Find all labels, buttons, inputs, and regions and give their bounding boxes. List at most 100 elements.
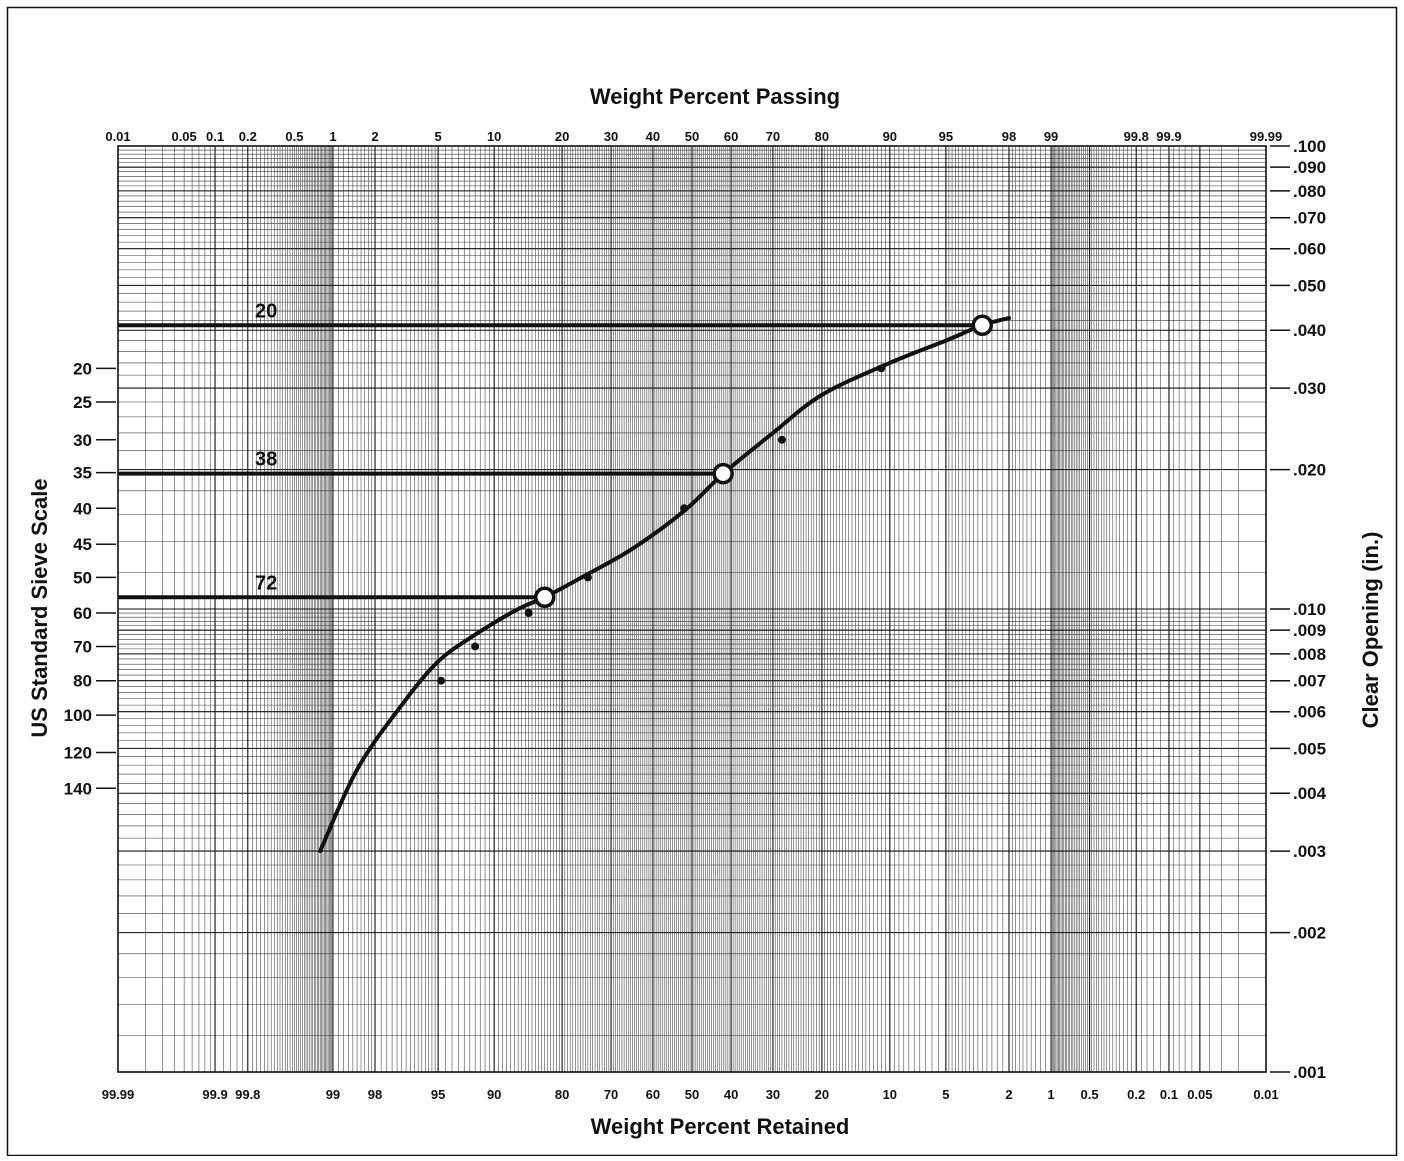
right-tick-label: .050 bbox=[1293, 276, 1326, 295]
data-point bbox=[777, 435, 786, 444]
plot-area-border bbox=[117, 145, 1267, 1073]
top-tick-label: 80 bbox=[815, 129, 829, 144]
bottom-tick-label: 50 bbox=[685, 1087, 699, 1102]
data-points bbox=[437, 364, 886, 685]
bottom-tick-label: 99.9 bbox=[202, 1087, 227, 1102]
data-point bbox=[471, 642, 480, 651]
top-tick-label: 50 bbox=[685, 129, 699, 144]
bottom-tick-label: 70 bbox=[604, 1087, 618, 1102]
left-tick-label: 70 bbox=[73, 637, 92, 656]
left-tick-label: 100 bbox=[64, 706, 92, 725]
right-tick-label: .040 bbox=[1293, 321, 1326, 340]
left-tick-label: 50 bbox=[73, 568, 92, 587]
left-tick-label: 20 bbox=[73, 359, 92, 378]
left-tick-label: 140 bbox=[64, 779, 92, 798]
bottom-tick-label: 0.01 bbox=[1253, 1087, 1278, 1102]
circled-points bbox=[533, 314, 994, 609]
top-tick-label: 90 bbox=[883, 129, 897, 144]
bottom-tick-label: 99 bbox=[326, 1087, 340, 1102]
right-tick-label: .100 bbox=[1293, 137, 1326, 156]
bottom-tick-label: 98 bbox=[368, 1087, 382, 1102]
right-tick-label: .008 bbox=[1293, 645, 1326, 664]
top-tick-label: 1 bbox=[329, 129, 336, 144]
right-tick-label: .009 bbox=[1293, 621, 1326, 640]
right-tick-label: .060 bbox=[1293, 240, 1326, 259]
top-tick-label: 60 bbox=[724, 129, 738, 144]
series-layer bbox=[318, 316, 1011, 854]
right-axis-ticks: .100 .090 .080 .070 .060 .050 .040 .030 .020 .010… bbox=[1270, 137, 1327, 1082]
left-axis-ticks: 20 25 30 35 40 45 50 60 70 80 100 120 140 bbox=[64, 359, 116, 798]
bottom-tick-label: 99.99 bbox=[102, 1087, 135, 1102]
right-tick-label: .005 bbox=[1293, 739, 1326, 758]
left-tick-label: 120 bbox=[64, 743, 92, 762]
bottom-axis-title: Weight Percent Retained bbox=[591, 1114, 850, 1139]
figure-border bbox=[6, 6, 1398, 1157]
bottom-tick-label: 1 bbox=[1047, 1087, 1054, 1102]
bottom-tick-label: 90 bbox=[487, 1087, 501, 1102]
major-gridlines bbox=[118, 146, 1266, 1072]
left-tick-label: 30 bbox=[73, 431, 92, 450]
top-tick-label: 30 bbox=[604, 129, 618, 144]
top-axis-ticks: 99.99 99.9 99.8 99 98 95 90 80 70 60 50 40 30 20 10 5 2 1… bbox=[105, 129, 1282, 144]
top-tick-label: 0.01 bbox=[105, 129, 130, 144]
top-tick-label: 2 bbox=[371, 129, 378, 144]
left-tick-label: 80 bbox=[73, 672, 92, 691]
top-tick-label: 0.2 bbox=[239, 129, 257, 144]
top-tick-label: 40 bbox=[646, 129, 660, 144]
left-tick-label: 35 bbox=[73, 464, 92, 483]
bottom-tick-label: 30 bbox=[766, 1087, 780, 1102]
top-tick-label: 99.9 bbox=[1156, 129, 1181, 144]
bottom-tick-label: 0.2 bbox=[1127, 1087, 1145, 1102]
right-tick-label: .004 bbox=[1293, 784, 1327, 803]
left-tick-label: 40 bbox=[73, 499, 92, 518]
left-tick-label: 60 bbox=[73, 604, 92, 623]
left-tick-label: 25 bbox=[73, 393, 92, 412]
bottom-tick-label: 0.05 bbox=[1187, 1087, 1212, 1102]
reference-line-label: 20 bbox=[255, 300, 277, 322]
bottom-tick-label: 20 bbox=[815, 1087, 829, 1102]
bottom-tick-label: 60 bbox=[646, 1087, 660, 1102]
top-tick-label: 95 bbox=[939, 129, 953, 144]
bottom-tick-label: 0.5 bbox=[1081, 1087, 1099, 1102]
bottom-tick-label: 10 bbox=[883, 1087, 897, 1102]
bottom-tick-label: 2 bbox=[1005, 1087, 1012, 1102]
reference-line-label: 38 bbox=[255, 449, 277, 471]
data-point bbox=[583, 573, 592, 582]
bottom-axis-ticks: 0.01 0.05 0.1 0.2 0.5 1 2 5 10 20 30 40 50 60 70 80 90 95… bbox=[102, 1087, 1279, 1102]
bottom-tick-label: 95 bbox=[431, 1087, 445, 1102]
right-tick-label: .003 bbox=[1293, 842, 1326, 861]
right-tick-label: .070 bbox=[1293, 209, 1326, 228]
circled-point bbox=[971, 314, 994, 337]
data-point bbox=[524, 609, 533, 618]
top-axis-title: Weight Percent Passing bbox=[590, 84, 840, 109]
reference-line-label: 72 bbox=[255, 572, 277, 594]
distribution-curve bbox=[318, 316, 1011, 854]
right-tick-label: .030 bbox=[1293, 379, 1326, 398]
top-tick-label: 5 bbox=[435, 129, 442, 144]
reference-lines: 20 38 72 bbox=[118, 300, 983, 600]
top-tick-label: 10 bbox=[487, 129, 501, 144]
data-point bbox=[437, 676, 446, 685]
top-tick-label: 70 bbox=[766, 129, 780, 144]
top-tick-label: 99 bbox=[1044, 129, 1058, 144]
data-point bbox=[680, 504, 689, 513]
right-tick-label: .007 bbox=[1293, 672, 1326, 691]
right-tick-label: .010 bbox=[1293, 600, 1326, 619]
top-tick-label: 0.5 bbox=[285, 129, 303, 144]
top-tick-label: 20 bbox=[555, 129, 569, 144]
top-tick-label: 99.99 bbox=[1250, 129, 1283, 144]
circled-point bbox=[712, 462, 734, 485]
data-point bbox=[877, 364, 886, 373]
top-tick-label: 98 bbox=[1002, 129, 1016, 144]
bottom-tick-label: 99.8 bbox=[235, 1087, 260, 1102]
bottom-tick-label: 40 bbox=[724, 1087, 738, 1102]
right-axis-title: Clear Opening (in.) bbox=[1358, 532, 1383, 729]
right-tick-label: .090 bbox=[1293, 158, 1326, 177]
left-axis-title: US Standard Sieve Scale bbox=[27, 478, 52, 737]
circled-point bbox=[533, 586, 556, 609]
right-tick-label: .001 bbox=[1293, 1063, 1326, 1082]
top-tick-label: 0.05 bbox=[171, 129, 196, 144]
left-tick-label: 45 bbox=[73, 535, 92, 554]
